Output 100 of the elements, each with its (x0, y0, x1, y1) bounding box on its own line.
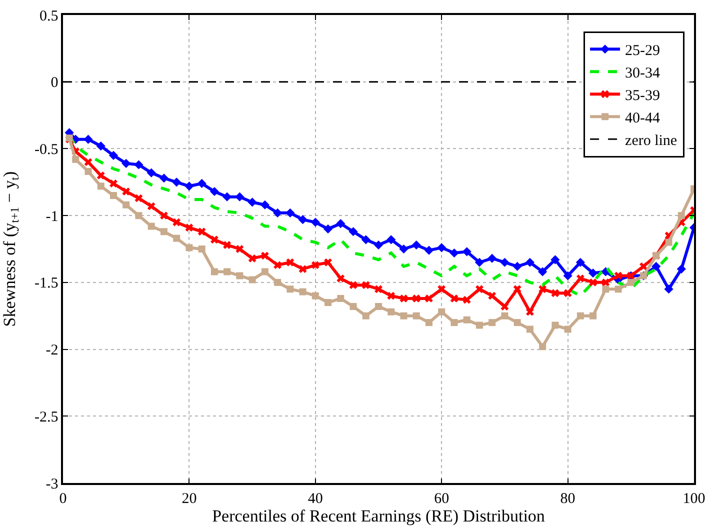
point (589, 278, 597, 286)
point (514, 319, 521, 326)
point (538, 267, 548, 276)
point (525, 258, 534, 267)
point (551, 289, 560, 298)
point (198, 246, 206, 252)
point (462, 296, 471, 304)
point (272, 208, 282, 218)
point (336, 274, 345, 282)
point (564, 289, 572, 298)
point (134, 160, 144, 170)
point (362, 281, 370, 290)
x-axis-title: Percentiles of Recent Earnings (RE) Distribution (212, 506, 546, 526)
point (260, 200, 270, 210)
point (197, 178, 206, 188)
point (108, 150, 118, 160)
x-tick-label: 100 (682, 490, 706, 507)
point (148, 222, 155, 230)
point (664, 284, 674, 294)
point (388, 308, 395, 316)
point (450, 248, 459, 258)
point (122, 201, 130, 208)
point (324, 258, 332, 266)
x-tick-label: 40 (308, 490, 323, 507)
point (576, 312, 584, 320)
x-tick-label: 80 (560, 490, 576, 507)
point (678, 212, 685, 220)
point (488, 319, 496, 326)
point (336, 219, 346, 228)
legend-label: 30-34 (625, 65, 661, 82)
point (425, 319, 432, 326)
point (602, 286, 610, 293)
point (424, 246, 434, 255)
point (298, 265, 307, 274)
y-tick-label: 0 (50, 75, 58, 92)
point (362, 312, 370, 320)
legend-label: 35-39 (625, 88, 660, 104)
point (614, 272, 622, 280)
point (500, 258, 510, 267)
point (412, 312, 420, 320)
point (172, 218, 181, 226)
point (614, 286, 622, 293)
point (640, 262, 648, 270)
point (374, 285, 382, 294)
point (96, 141, 106, 151)
point (400, 312, 408, 320)
point (425, 294, 433, 302)
point (476, 322, 483, 329)
point (236, 245, 244, 253)
point (299, 288, 306, 296)
point (438, 285, 446, 294)
point (286, 286, 294, 293)
point (412, 240, 421, 250)
y-tick-label: -1 (46, 208, 58, 225)
point (160, 228, 168, 236)
point (147, 202, 156, 210)
point (526, 326, 534, 333)
legend-label: zero line (625, 132, 678, 149)
point (462, 247, 472, 256)
point (210, 186, 219, 196)
point (337, 294, 344, 302)
point (488, 292, 496, 300)
point (501, 312, 508, 320)
point (350, 303, 357, 310)
point (248, 198, 257, 207)
point (488, 254, 497, 263)
y-tick-label: -0.5 (34, 142, 58, 158)
point (374, 240, 384, 250)
point (348, 227, 358, 236)
point (173, 234, 180, 242)
point (198, 228, 206, 236)
point (602, 278, 610, 286)
point (474, 258, 484, 267)
point (210, 268, 218, 276)
point (563, 271, 572, 280)
point (135, 212, 142, 220)
point (236, 272, 244, 280)
x-tick-label: 60 (434, 490, 450, 507)
y-tick-label: -2.5 (34, 409, 58, 426)
point (512, 262, 522, 271)
point (437, 243, 446, 252)
point (349, 281, 358, 290)
x-tick-label: 20 (182, 490, 197, 507)
point (310, 218, 320, 227)
point (286, 208, 295, 218)
point (146, 168, 156, 178)
point (324, 298, 332, 306)
legend-label: 40-44 (625, 110, 661, 126)
point (223, 241, 232, 249)
point (590, 312, 597, 320)
point (274, 261, 282, 270)
point (652, 262, 661, 271)
point (122, 158, 131, 168)
point (412, 294, 420, 302)
point (323, 224, 333, 234)
point (97, 182, 104, 190)
point (311, 261, 320, 270)
point (159, 174, 169, 183)
y-tick-label: -3 (46, 476, 58, 492)
point (676, 264, 686, 274)
